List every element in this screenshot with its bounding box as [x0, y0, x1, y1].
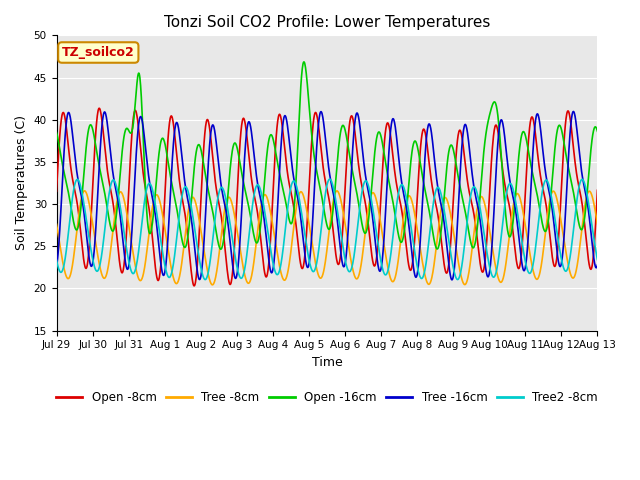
- Text: TZ_soilco2: TZ_soilco2: [62, 46, 134, 59]
- Legend: Open -8cm, Tree -8cm, Open -16cm, Tree -16cm, Tree2 -8cm: Open -8cm, Tree -8cm, Open -16cm, Tree -…: [51, 387, 602, 409]
- X-axis label: Time: Time: [312, 356, 342, 369]
- Title: Tonzi Soil CO2 Profile: Lower Temperatures: Tonzi Soil CO2 Profile: Lower Temperatur…: [164, 15, 490, 30]
- Y-axis label: Soil Temperatures (C): Soil Temperatures (C): [15, 116, 28, 251]
